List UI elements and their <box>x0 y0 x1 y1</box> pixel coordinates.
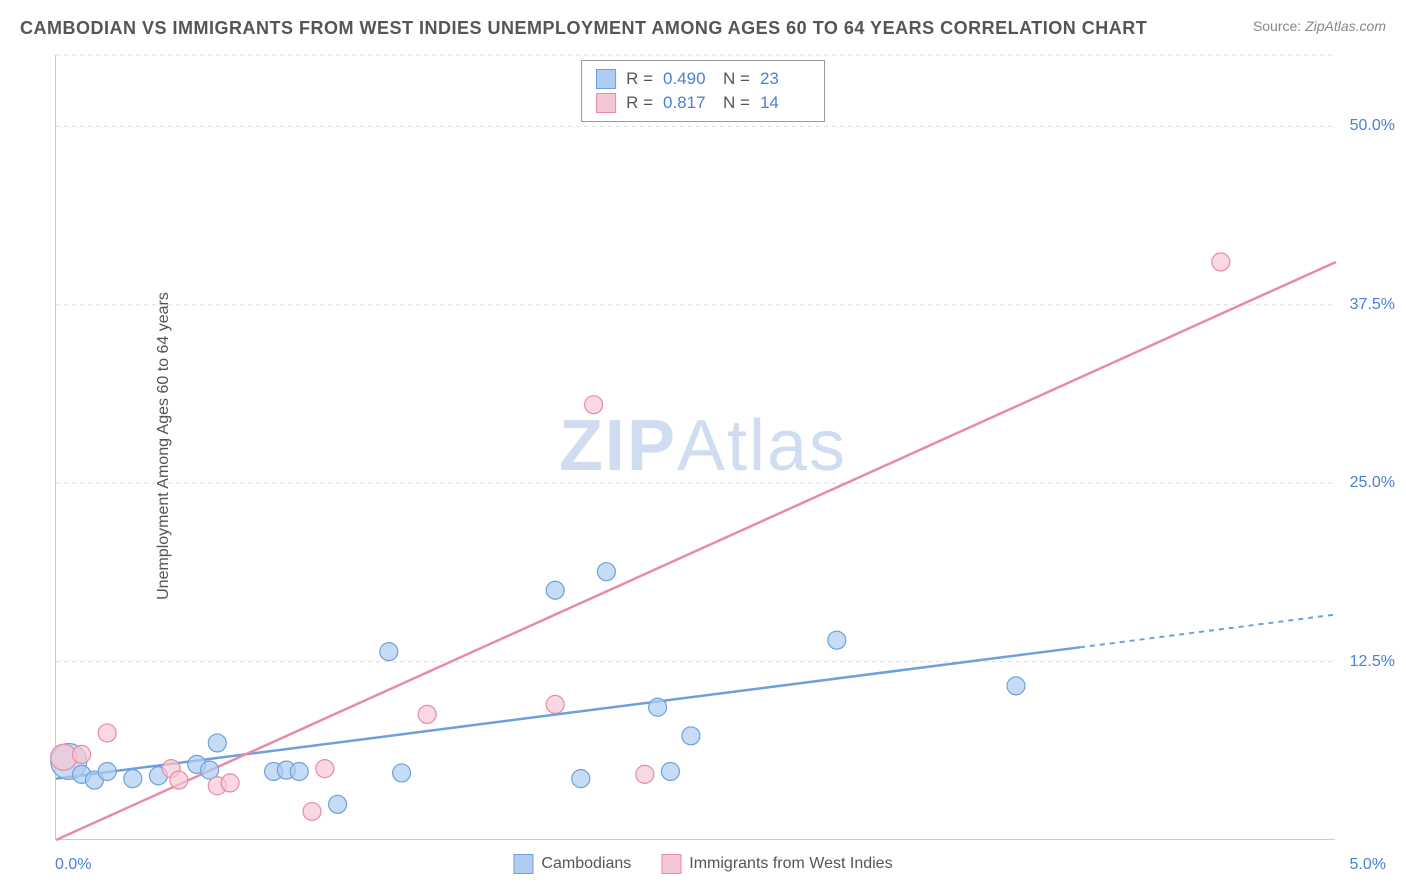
legend-label: Cambodians <box>541 855 631 873</box>
stats-row: R = 0.817 N = 14 <box>596 91 810 115</box>
series-swatch <box>596 69 616 89</box>
source-attribution: Source: ZipAtlas.com <box>1253 18 1386 34</box>
stats-legend: R = 0.490 N = 23 R = 0.817 N = 14 <box>581 60 825 122</box>
legend-swatch <box>513 854 533 874</box>
legend-label: Immigrants from West Indies <box>689 855 892 873</box>
source-label: Source: <box>1253 18 1301 34</box>
n-value: 14 <box>760 93 810 113</box>
y-tick-label: 12.5% <box>1350 653 1395 671</box>
y-tick-label: 50.0% <box>1350 117 1395 135</box>
legend-item: Cambodians <box>513 854 631 874</box>
y-tick-label: 25.0% <box>1350 474 1395 492</box>
n-label: N = <box>723 93 750 113</box>
chart-title: CAMBODIAN VS IMMIGRANTS FROM WEST INDIES… <box>20 18 1147 39</box>
y-tick-label: 37.5% <box>1350 296 1395 314</box>
n-label: N = <box>723 69 750 89</box>
chart-svg <box>56 55 1335 839</box>
source-value: ZipAtlas.com <box>1305 18 1386 34</box>
x-axis-max-label: 5.0% <box>1350 856 1386 874</box>
stats-row: R = 0.490 N = 23 <box>596 67 810 91</box>
plot-area: 12.5%25.0%37.5%50.0% <box>55 55 1335 840</box>
r-label: R = <box>626 93 653 113</box>
n-value: 23 <box>760 69 810 89</box>
series-swatch <box>596 93 616 113</box>
legend-item: Immigrants from West Indies <box>661 854 892 874</box>
legend-swatch <box>661 854 681 874</box>
series-legend: Cambodians Immigrants from West Indies <box>513 854 892 874</box>
x-axis-min-label: 0.0% <box>55 856 91 874</box>
r-value: 0.490 <box>663 69 713 89</box>
r-label: R = <box>626 69 653 89</box>
r-value: 0.817 <box>663 93 713 113</box>
